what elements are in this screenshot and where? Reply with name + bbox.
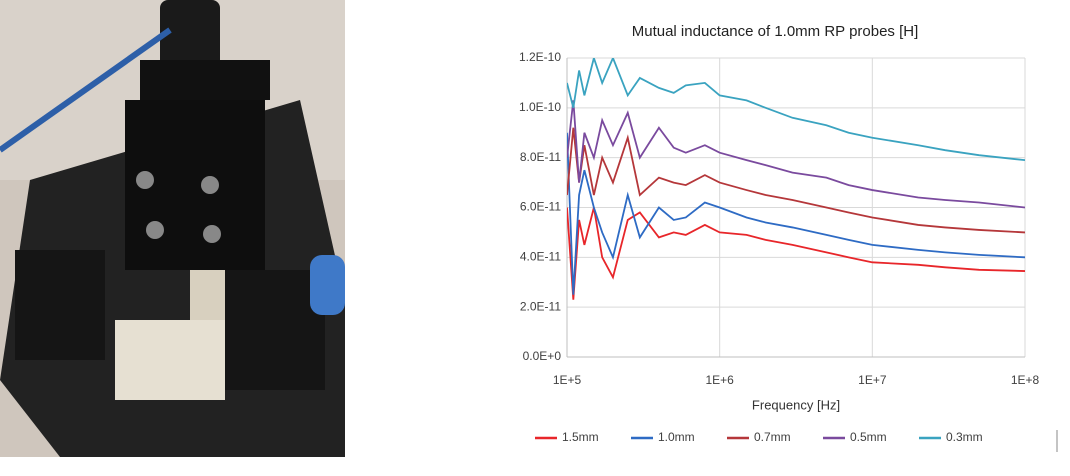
x-tick-label: 1E+5 [553, 373, 582, 387]
legend-label: 0.5mm [850, 430, 887, 444]
x-tick-label: 1E+6 [705, 373, 734, 387]
legend-label: 1.0mm [658, 430, 695, 444]
y-tick-label: 8.0E-11 [520, 150, 561, 164]
chart: Mutual inductance of 1.0mm RP probes [H]… [519, 23, 1058, 452]
legend-label: 0.7mm [754, 430, 791, 444]
series-line [567, 58, 1025, 162]
x-tick-label: 1E+7 [858, 373, 887, 387]
photo-screw [146, 221, 164, 239]
photo-board [115, 320, 225, 400]
photo-left-arm [15, 250, 105, 360]
photo-screw [136, 171, 154, 189]
photo-cable [310, 255, 345, 315]
photo-knob [160, 0, 220, 70]
photo-right-arm [225, 270, 325, 390]
series-line [567, 127, 1025, 234]
photo-screw [203, 225, 221, 243]
photo-screw [201, 176, 219, 194]
y-tick-label: 2.0E-11 [520, 299, 561, 313]
x-axis-title: Frequency [Hz] [752, 397, 840, 412]
series-line [567, 207, 1025, 300]
y-tick-label: 1.0E-10 [519, 100, 561, 114]
x-tick-label: 1E+8 [1011, 373, 1040, 387]
legend-label: 0.3mm [946, 430, 983, 444]
photo [0, 0, 345, 457]
series-line [567, 100, 1025, 209]
y-tick-label: 4.0E-11 [520, 250, 561, 264]
series-line [567, 132, 1025, 295]
y-tick-label: 0.0E+0 [523, 349, 562, 363]
legend-label: 1.5mm [562, 430, 599, 444]
photo-blue-cable [0, 27, 172, 153]
y-tick-label: 6.0E-11 [520, 200, 561, 214]
chart-title: Mutual inductance of 1.0mm RP probes [H] [632, 23, 919, 40]
y-tick-label: 1.2E-10 [519, 50, 561, 64]
photo-holder [140, 60, 270, 100]
